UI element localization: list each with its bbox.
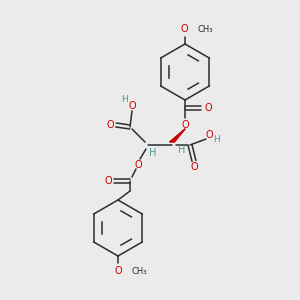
Text: O: O bbox=[204, 103, 212, 113]
Text: CH₃: CH₃ bbox=[198, 25, 214, 34]
Text: O: O bbox=[104, 176, 112, 186]
Text: O: O bbox=[205, 130, 213, 140]
Text: O: O bbox=[181, 120, 189, 130]
Text: O: O bbox=[134, 160, 142, 170]
Text: H: H bbox=[214, 134, 220, 143]
Polygon shape bbox=[169, 129, 185, 142]
Text: O: O bbox=[180, 24, 188, 34]
Text: O: O bbox=[114, 266, 122, 276]
Text: H: H bbox=[121, 94, 128, 103]
Text: O: O bbox=[106, 120, 114, 130]
Text: H: H bbox=[178, 145, 186, 155]
Text: O: O bbox=[190, 162, 198, 172]
Text: CH₃: CH₃ bbox=[131, 266, 146, 275]
Text: O: O bbox=[128, 101, 136, 111]
Text: H: H bbox=[149, 148, 157, 158]
